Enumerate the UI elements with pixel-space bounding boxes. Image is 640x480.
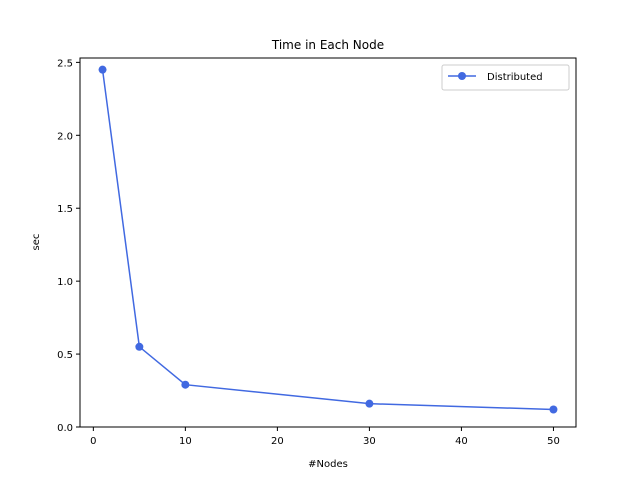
y-tick-label: 0.5: [57, 350, 73, 361]
legend-box: [441, 64, 570, 91]
y-tick-label: 1.5: [57, 204, 73, 215]
x-tick-label: 30: [363, 436, 376, 447]
series-layer: [98, 65, 558, 414]
legend: Distributed: [441, 64, 570, 91]
data-point: [549, 405, 558, 414]
y-axis: 0.0 0.5 1.0 1.5 2.0 2.5: [57, 58, 80, 434]
y-tick-label: 0.0: [57, 423, 73, 434]
legend-label: Distributed: [487, 72, 543, 83]
plot-frame: [79, 57, 577, 428]
y-tick-label: 2.0: [57, 131, 73, 142]
data-point: [181, 380, 190, 389]
y-tick-label: 1.0: [57, 277, 73, 288]
x-tick-label: 20: [271, 436, 284, 447]
x-tick-label: 0: [90, 436, 96, 447]
plot-area: [80, 58, 576, 427]
data-point: [135, 342, 144, 351]
x-tick-label: 40: [455, 436, 468, 447]
legend-marker: [458, 72, 466, 80]
x-axis: 0 10 20 30 40 50: [90, 427, 560, 447]
x-tick-label: 10: [179, 436, 192, 447]
data-point: [98, 65, 107, 74]
x-tick-label: 50: [547, 436, 560, 447]
y-axis-label: sec: [31, 234, 42, 251]
y-tick-label: 2.5: [57, 58, 73, 69]
x-axis-label: #Nodes: [308, 459, 348, 470]
chart-title: Time in Each Node: [271, 38, 384, 52]
data-point: [365, 399, 374, 408]
